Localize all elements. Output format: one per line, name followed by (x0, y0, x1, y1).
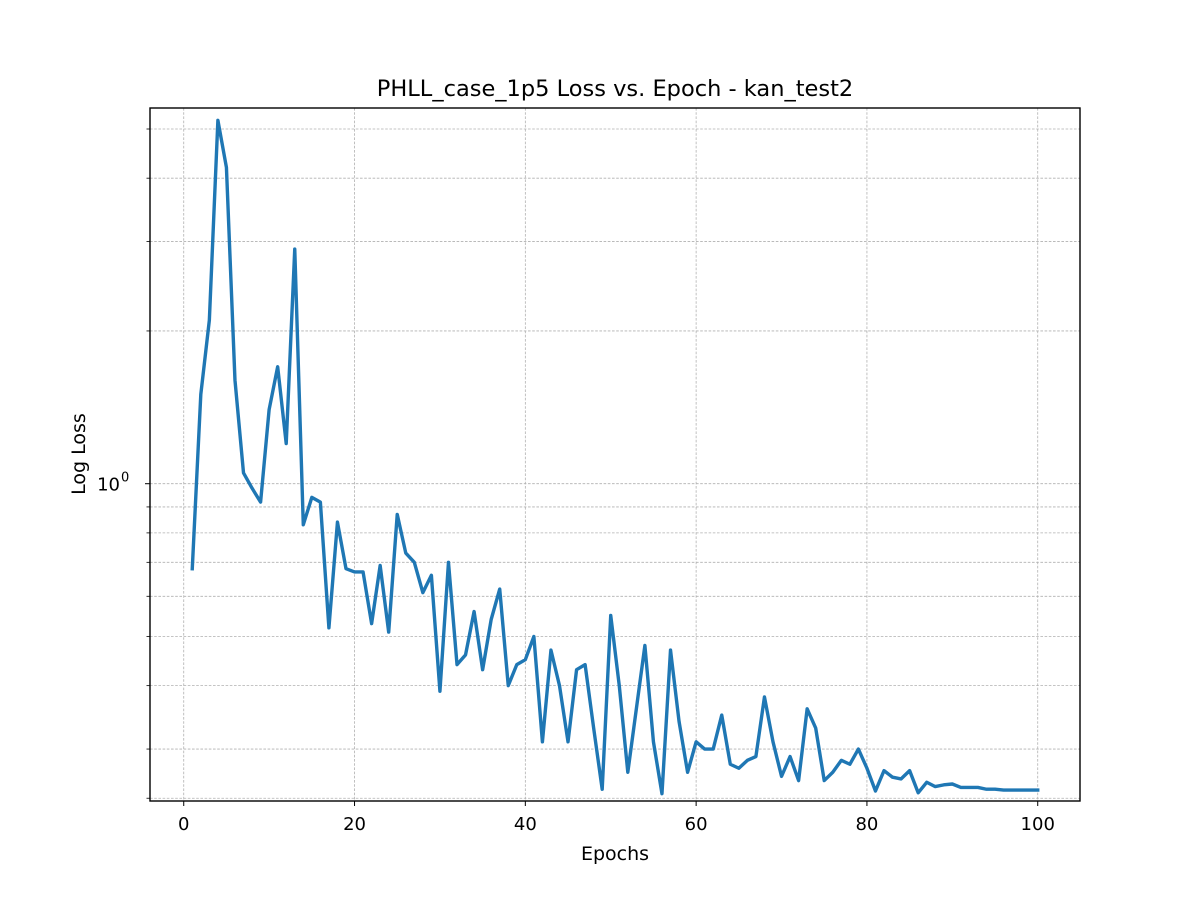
x-tick-label: 80 (855, 814, 878, 835)
loss-series-line (190, 118, 1040, 796)
x-axis-label: Epochs (581, 843, 649, 865)
x-tick-label: 20 (343, 814, 366, 835)
x-tick-label: 0 (178, 814, 189, 835)
y-tick-label: 10 (97, 475, 120, 496)
grid-lines (150, 108, 1080, 801)
x-tick-label: 40 (514, 814, 537, 835)
y-tick-label-exponent: 0 (121, 471, 129, 486)
x-tick-label: 100 (1021, 814, 1055, 835)
x-tick-label: 60 (685, 814, 708, 835)
plot-area-frame (149, 107, 1081, 802)
series-layer (190, 118, 1040, 796)
chart-title: PHLL_case_1p5 Loss vs. Epoch - kan_test2 (377, 76, 853, 102)
plot-area-background (150, 108, 1080, 801)
y-axis-label: Log Loss (68, 413, 90, 495)
